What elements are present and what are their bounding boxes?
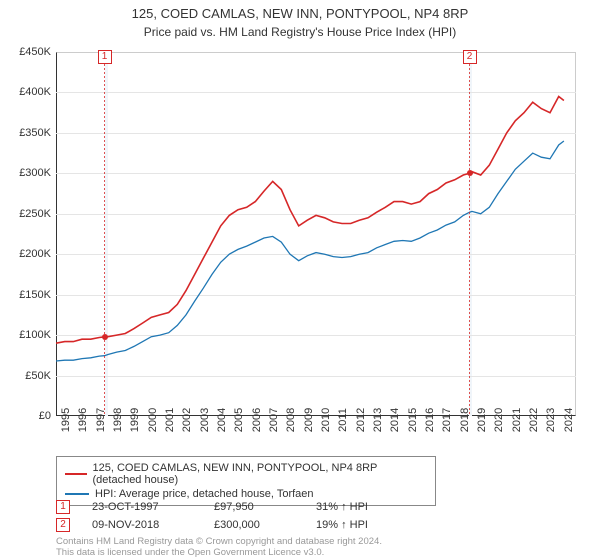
x-axis-label: 2023 — [541, 408, 557, 432]
sale-row: 2 09-NOV-2018 £300,000 19% ↑ HPI — [56, 516, 368, 534]
legend-swatch — [65, 493, 89, 495]
x-axis-label: 2018 — [455, 408, 471, 432]
x-axis-label: 2022 — [524, 408, 540, 432]
x-axis-label: 2013 — [368, 408, 384, 432]
x-axis-label: 2017 — [437, 408, 453, 432]
x-axis-label: 2012 — [351, 408, 367, 432]
sale-dot — [467, 170, 473, 176]
x-axis-label: 2006 — [247, 408, 263, 432]
y-axis-label: £300K — [19, 167, 56, 179]
legend-swatch — [65, 473, 87, 475]
sale-marker: 1 — [98, 50, 112, 64]
x-axis-label: 2009 — [299, 408, 315, 432]
y-axis-label: £200K — [19, 248, 56, 260]
x-axis-label: 2001 — [160, 408, 176, 432]
chart-subtitle: Price paid vs. HM Land Registry's House … — [0, 23, 600, 39]
sale-number-box: 1 — [56, 500, 70, 514]
sale-diff: 19% ↑ HPI — [316, 519, 368, 531]
footer-line-1: Contains HM Land Registry data © Crown c… — [56, 536, 382, 547]
series-hpi — [56, 141, 564, 361]
y-axis-label: £250K — [19, 208, 56, 220]
y-axis-label: £450K — [19, 46, 56, 58]
x-axis-label: 1998 — [108, 408, 124, 432]
x-axis-label: 2016 — [420, 408, 436, 432]
chart-area: £0£50K£100K£150K£200K£250K£300K£350K£400… — [56, 52, 576, 416]
x-axis-label: 2015 — [403, 408, 419, 432]
line-svg — [56, 52, 576, 416]
y-axis-label: £50K — [25, 370, 56, 382]
sale-row: 1 23-OCT-1997 £97,950 31% ↑ HPI — [56, 498, 368, 516]
footer: Contains HM Land Registry data © Crown c… — [56, 536, 382, 559]
x-axis-label: 2020 — [489, 408, 505, 432]
x-axis-label: 2014 — [385, 408, 401, 432]
y-axis-label: £350K — [19, 127, 56, 139]
sales-table: 1 23-OCT-1997 £97,950 31% ↑ HPI 2 09-NOV-2018… — [56, 498, 368, 534]
x-axis-label: 1999 — [125, 408, 141, 432]
series-price_paid — [56, 97, 564, 344]
sale-date: 09-NOV-2018 — [92, 519, 192, 531]
y-axis-label: £400K — [19, 86, 56, 98]
chart-title: 125, COED CAMLAS, NEW INN, PONTYPOOL, NP… — [0, 0, 600, 23]
sale-marker: 2 — [463, 50, 477, 64]
x-axis-label: 2005 — [229, 408, 245, 432]
x-axis-label: 1995 — [56, 408, 72, 432]
x-axis-label: 1997 — [91, 408, 107, 432]
legend-label: 125, COED CAMLAS, NEW INN, PONTYPOOL, NP… — [93, 462, 428, 486]
sale-dot — [102, 334, 108, 340]
x-axis-label: 2004 — [212, 408, 228, 432]
x-axis-label: 1996 — [73, 408, 89, 432]
y-axis-label: £100K — [19, 329, 56, 341]
x-axis-label: 2019 — [472, 408, 488, 432]
legend-row: 125, COED CAMLAS, NEW INN, PONTYPOOL, NP… — [65, 461, 427, 487]
x-axis-label: 2008 — [281, 408, 297, 432]
y-axis-label: £150K — [19, 289, 56, 301]
x-axis-label: 2010 — [316, 408, 332, 432]
x-axis-label: 2024 — [559, 408, 575, 432]
x-axis-label: 2011 — [333, 408, 349, 432]
sale-number-box: 2 — [56, 518, 70, 532]
sale-price: £300,000 — [214, 519, 294, 531]
x-axis-label: 2021 — [507, 408, 523, 432]
y-axis-label: £0 — [39, 410, 56, 422]
x-axis-label: 2007 — [264, 408, 280, 432]
footer-line-2: This data is licensed under the Open Gov… — [56, 547, 382, 558]
x-axis-label: 2002 — [177, 408, 193, 432]
sale-price: £97,950 — [214, 501, 294, 513]
x-axis-label: 2000 — [143, 408, 159, 432]
sale-date: 23-OCT-1997 — [92, 501, 192, 513]
sale-diff: 31% ↑ HPI — [316, 501, 368, 513]
x-axis-label: 2003 — [195, 408, 211, 432]
